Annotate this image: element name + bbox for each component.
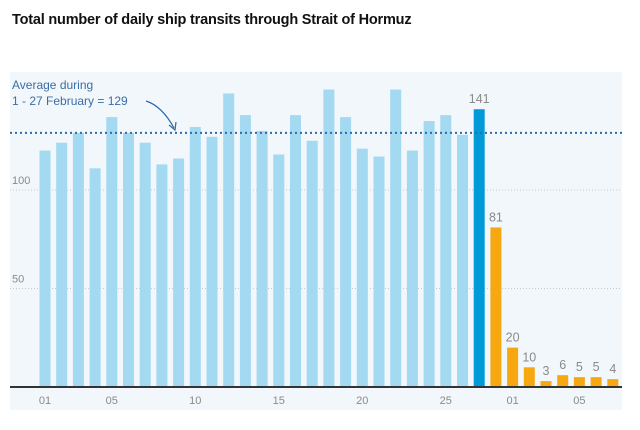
bar-before [139, 142, 151, 387]
bar-before [356, 148, 368, 387]
data-label: 10 [522, 350, 536, 364]
x-tick-label: 20 [356, 395, 368, 407]
x-tick-label: 01 [506, 395, 518, 407]
x-tick-label: 01 [39, 395, 51, 407]
bar-after [607, 379, 619, 387]
x-tick-label: 10 [189, 395, 201, 407]
data-label: 4 [609, 362, 616, 376]
x-tick-label: 25 [440, 395, 452, 407]
average-annotation-line2: 1 - 27 February = 129 [12, 94, 128, 108]
bar-before [323, 89, 335, 387]
data-label: 3 [543, 364, 550, 378]
bar-after [557, 375, 569, 387]
bar-highlight [473, 109, 485, 387]
x-tick-label: 15 [273, 395, 285, 407]
bar-before [239, 115, 251, 387]
bar-after [490, 227, 502, 387]
bar-before [423, 121, 435, 388]
average-annotation-line1: Average during [12, 78, 93, 92]
bar-after [540, 381, 552, 387]
bar-before [156, 164, 168, 387]
annotation-arrow-icon [145, 100, 175, 129]
data-label: 5 [576, 360, 583, 374]
bar-before [290, 115, 301, 387]
arrowhead-icon [168, 121, 177, 132]
data-label: 6 [559, 358, 566, 372]
bar-before [72, 132, 84, 387]
bar-before [173, 158, 185, 387]
y-tick-label: 100 [12, 175, 30, 187]
data-label: 141 [469, 92, 490, 106]
bar-after [573, 377, 585, 387]
chart-title: Total number of daily ship transits thro… [12, 12, 412, 28]
bar-after [523, 367, 535, 387]
bar-before [223, 93, 235, 387]
bar-before [390, 89, 402, 387]
bar-before [56, 142, 68, 387]
bar-before [106, 117, 118, 388]
bar-before [373, 156, 385, 387]
bar-before [457, 134, 468, 387]
data-label: 81 [489, 210, 503, 224]
bar-before [256, 130, 268, 387]
bar-before [406, 150, 418, 387]
data-label: 5 [593, 360, 600, 374]
bar-after [507, 347, 519, 387]
bar-before [440, 115, 452, 387]
bar-after [590, 377, 602, 387]
bar-before [39, 150, 51, 387]
bar-before [206, 136, 218, 387]
y-tick-label: 50 [12, 274, 24, 286]
bar-before [340, 117, 352, 388]
x-tick-label: 05 [573, 395, 585, 407]
bar-before [306, 140, 318, 387]
bar-before [273, 154, 285, 387]
bar-before [189, 126, 201, 388]
x-tick-label: 05 [106, 395, 118, 407]
bar-before [89, 168, 101, 387]
bar-before [123, 132, 134, 387]
data-label: 20 [506, 331, 520, 345]
